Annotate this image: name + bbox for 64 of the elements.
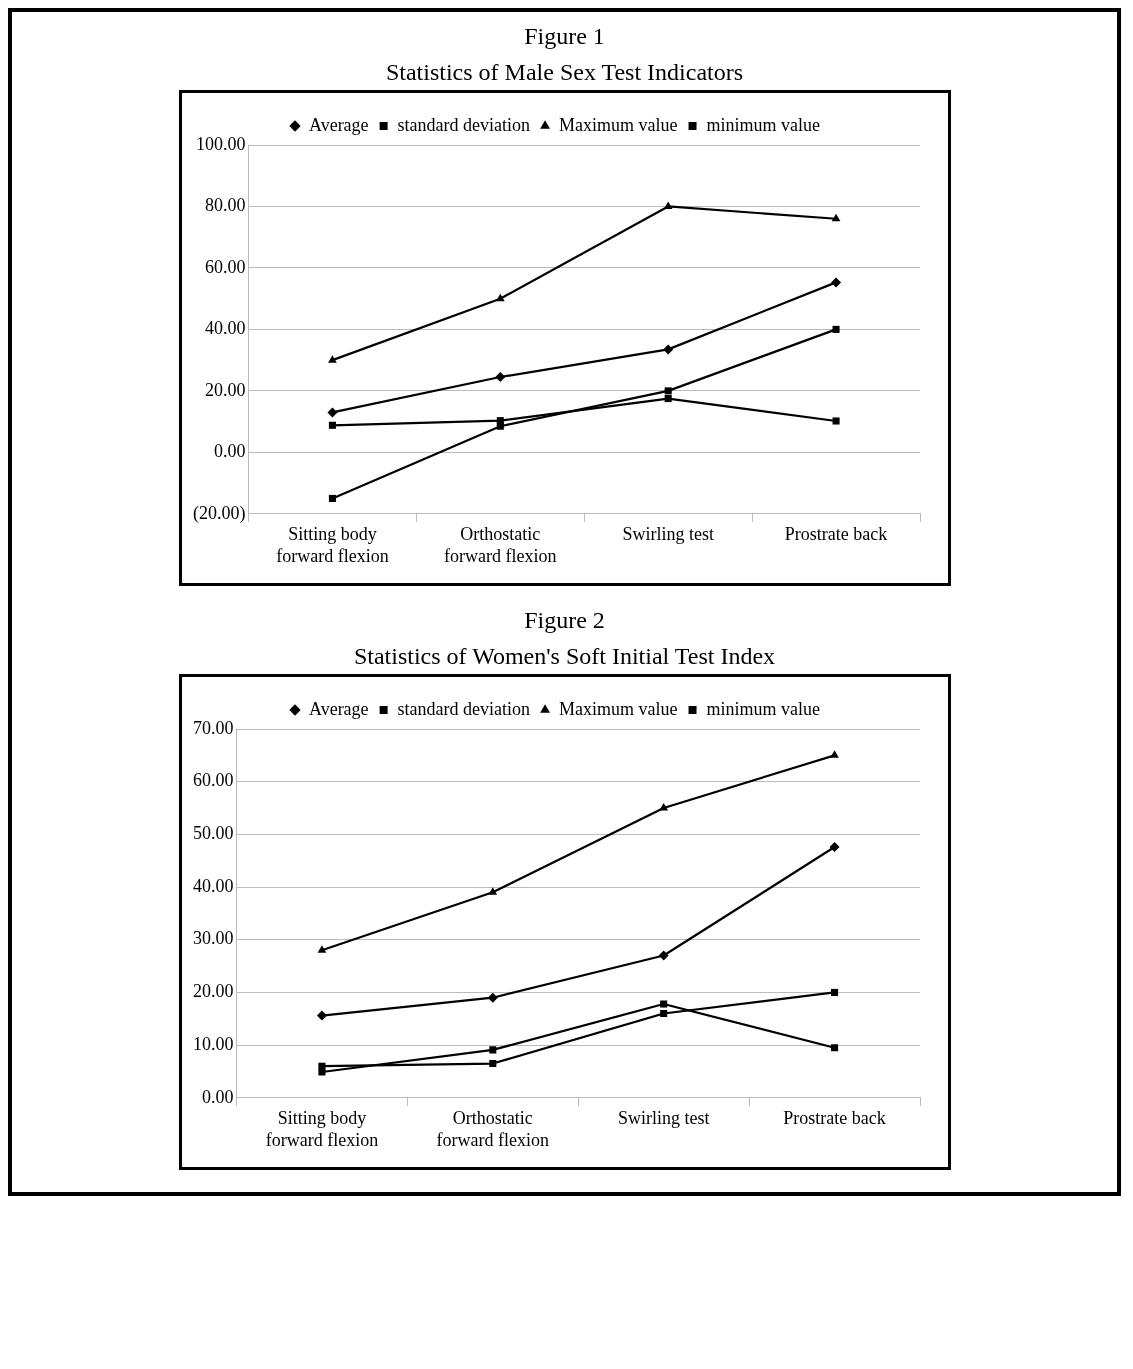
point (328, 421, 336, 429)
y-tick-label: 20.00 (192, 981, 233, 1002)
point (317, 945, 326, 953)
point (326, 407, 337, 418)
legend-label: minimum value (706, 698, 820, 719)
legend-label: standard deviation (397, 698, 530, 719)
y-tick-label: 30.00 (192, 928, 233, 949)
point (488, 1046, 496, 1054)
legend-label: Maximum value (558, 114, 678, 135)
point (659, 1009, 667, 1018)
point (487, 992, 498, 1003)
point (316, 1010, 327, 1021)
point (829, 750, 839, 758)
x-tick-label: Orthostatic forward flexion (443, 524, 557, 566)
x-tick-label: Prostrate back (784, 524, 887, 545)
point (829, 842, 840, 853)
chart-subtitle: Statistics of Male Sex Test Indicators (384, 58, 745, 87)
legend-label: Maximum value (558, 698, 678, 719)
x-tick-label: Prostrate back (782, 1108, 886, 1129)
point (830, 1044, 838, 1052)
point (495, 293, 505, 302)
point (658, 950, 669, 961)
point (317, 1068, 325, 1076)
point (831, 213, 840, 222)
legend-label: Average (308, 698, 369, 719)
y-tick-label: 60.00 (192, 770, 233, 791)
y-tick-label: 10.00 (192, 1033, 233, 1054)
y-tick-label: 60.00 (204, 256, 245, 277)
y-tick-label: 40.00 (192, 875, 233, 896)
point (830, 277, 841, 288)
point (663, 201, 673, 209)
legend-label: minimum value (706, 114, 820, 135)
point (328, 494, 336, 502)
x-tick-label: Orthostatic forward flexion (436, 1108, 549, 1150)
point (830, 988, 838, 996)
legend-label: Average (308, 114, 369, 135)
point (664, 395, 672, 403)
y-tick-label: 0.00 (213, 441, 245, 462)
chart-title: Figure 1 (523, 22, 606, 51)
y-tick-label: 40.00 (204, 318, 245, 339)
x-tick-label: Sitting body forward flexion (275, 524, 389, 566)
x-tick-label: Swirling test (617, 1108, 709, 1129)
y-tick-label: 20.00 (204, 379, 245, 400)
y-tick-label: 80.00 (204, 195, 245, 216)
chart-title: Figure 2 (523, 606, 606, 635)
point (662, 344, 673, 355)
y-tick-label: 50.00 (192, 823, 233, 844)
point (496, 417, 504, 425)
point (832, 325, 840, 333)
x-tick-label: Swirling test (621, 524, 714, 545)
point (494, 372, 505, 383)
y-tick-label: 70.00 (192, 717, 233, 738)
x-tick-label: Sitting body forward flexion (265, 1108, 378, 1150)
y-tick-label: 100.00 (195, 133, 245, 154)
point (832, 417, 840, 425)
chart-subtitle: Statistics of Women's Soft Initial Test Index (352, 642, 777, 671)
point (488, 1060, 496, 1068)
point (664, 387, 672, 395)
y-tick-label: 0.00 (201, 1086, 233, 1107)
y-tick-label: (20.00) (192, 502, 245, 524)
point (487, 887, 497, 895)
point (327, 355, 337, 363)
point (659, 1000, 667, 1008)
legend-label: standard deviation (397, 114, 530, 135)
